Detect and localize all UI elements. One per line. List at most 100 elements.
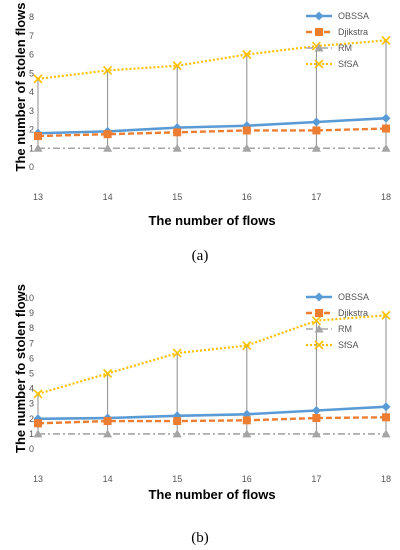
- legend-label: OBSSA: [338, 292, 369, 302]
- legend-marker: [315, 309, 323, 317]
- data-point: [311, 405, 321, 415]
- data-point: [103, 368, 113, 379]
- legend-label: RM: [338, 43, 352, 53]
- x-tick-label: 18: [381, 474, 391, 484]
- y-tick-label: 5: [29, 369, 34, 379]
- y-tick-label: 0: [29, 444, 34, 454]
- data-point: [311, 143, 321, 152]
- x-tick-label: 13: [33, 192, 43, 202]
- y-tick-label: 8: [29, 323, 34, 333]
- x-tick-label: 15: [172, 192, 182, 202]
- y-tick-label: 2: [29, 125, 34, 135]
- y-tick-label: 3: [29, 106, 34, 116]
- series-djikstra: [34, 124, 390, 141]
- data-point: [173, 417, 182, 426]
- y-tick-label: 5: [29, 68, 34, 78]
- data-point: [311, 316, 321, 326]
- y-tick-label: 7: [29, 338, 34, 348]
- legend-label: SfSA: [338, 340, 359, 350]
- line-chart-b: 0 1 2 3 4 5 6 7 8 9 10 13 14 15 16 17 18 The number of fl…: [13, 284, 391, 502]
- y-axis-title: The number fo stolen flows: [13, 284, 28, 453]
- data-point: [103, 417, 112, 426]
- y-tick-label: 9: [29, 308, 34, 318]
- legend-label: OBSSA: [338, 11, 369, 21]
- data-point: [381, 113, 391, 123]
- legend-marker: [314, 43, 324, 52]
- data-point: [103, 130, 112, 139]
- data-point: [381, 402, 391, 412]
- series-line: [37, 405, 387, 421]
- data-point: [33, 143, 43, 152]
- data-point: [311, 117, 321, 127]
- series-line: [37, 127, 387, 138]
- legend-label: RM: [338, 324, 352, 334]
- data-point: [172, 348, 182, 358]
- legend-marker: [315, 28, 323, 36]
- data-point: [242, 126, 251, 135]
- data-point: [242, 49, 252, 60]
- line-chart-a: 0 1 2 3 4 5 6 7 8 13 14 15 16 17 18 The number of flows…: [13, 2, 391, 228]
- data-point: [242, 409, 252, 419]
- x-tick-label: 16: [242, 192, 252, 202]
- y-tick-label: 2: [29, 414, 34, 424]
- legend-marker: [314, 340, 324, 350]
- data-point: [242, 429, 252, 438]
- data-point: [242, 416, 251, 425]
- data-point: [173, 128, 182, 137]
- data-point: [311, 429, 321, 438]
- y-tick-label: 1: [29, 429, 34, 439]
- x-tick-label: 18: [381, 192, 391, 202]
- series-line: [37, 416, 387, 425]
- x-tick-label: 15: [172, 474, 182, 484]
- y-tick-label: 0: [29, 162, 34, 172]
- legend-label: Djikstra: [338, 308, 368, 318]
- y-tick-label: 6: [29, 353, 34, 363]
- data-point: [381, 35, 391, 46]
- legend-label: SfSA: [338, 59, 359, 69]
- y-tick-label: 6: [29, 50, 34, 60]
- x-axis-title: The number of flows: [148, 213, 275, 228]
- data-point: [242, 340, 252, 351]
- data-point: [381, 143, 391, 152]
- legend-label: Djikstra: [338, 27, 368, 37]
- data-point: [242, 143, 252, 152]
- data-point: [312, 126, 321, 135]
- x-tick-label: 17: [311, 192, 321, 202]
- legend-marker: [314, 59, 324, 69]
- series-rm: [33, 143, 391, 152]
- x-tick-label: 14: [103, 192, 113, 202]
- data-point: [34, 419, 42, 428]
- data-point: [381, 429, 391, 438]
- legend: OBSSA Djikstra RM SfSA: [306, 11, 369, 69]
- legend: OBSSA Djikstra RM SfSA: [306, 292, 369, 350]
- data-point: [381, 310, 391, 320]
- x-tick-label: 17: [311, 474, 321, 484]
- data-point: [382, 124, 390, 133]
- data-point: [172, 143, 182, 152]
- y-tick-label: 4: [29, 87, 34, 97]
- y-tick-label: 3: [29, 399, 34, 409]
- chart-panel-b: 0 1 2 3 4 5 6 7 8 9 10 13 14 15 16 17 18 The number of fl…: [0, 278, 400, 550]
- data-point: [172, 61, 182, 71]
- series-line: [37, 116, 387, 135]
- data-point: [312, 414, 321, 423]
- y-axis-title: The number of stolen flows: [13, 2, 28, 171]
- data-point: [172, 429, 182, 438]
- data-point: [33, 429, 43, 438]
- data-point: [34, 132, 42, 141]
- y-tick-label: 10: [24, 293, 34, 303]
- x-axis-title: The number of flows: [148, 487, 275, 502]
- x-tick-label: 13: [33, 474, 43, 484]
- series-sfsa: [33, 310, 391, 399]
- caption-a: (a): [191, 248, 209, 264]
- data-point: [103, 65, 113, 76]
- y-tick-label: 1: [29, 143, 34, 153]
- legend-marker: [314, 324, 324, 333]
- y-tick-label: 8: [29, 12, 34, 22]
- caption-b: (b): [191, 530, 209, 546]
- chart-panel-a: 0 1 2 3 4 5 6 7 8 13 14 15 16 17 18 The number of flows…: [13, 2, 391, 264]
- data-point: [33, 389, 43, 399]
- legend-marker: [314, 11, 324, 21]
- data-point: [33, 74, 43, 84]
- series-sfsa: [33, 35, 391, 84]
